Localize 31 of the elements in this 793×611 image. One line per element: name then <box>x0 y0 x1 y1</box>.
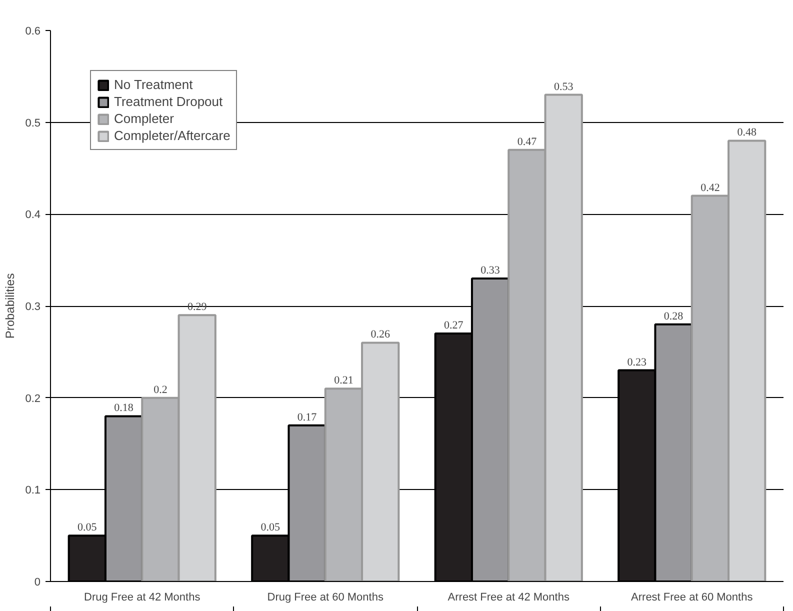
data-label: 0.23 <box>627 356 648 368</box>
data-label: 0.47 <box>517 136 538 148</box>
x-tick-label: Drug Free at 42 Months <box>84 592 201 604</box>
data-label: 0.26 <box>370 328 390 341</box>
data-label: 0.28 <box>664 310 684 322</box>
data-label: 0.17 <box>297 411 318 424</box>
data-label: 0.05 <box>260 522 281 534</box>
data-label: 0.53 <box>554 80 574 93</box>
y-tick-label: 0.3 <box>25 301 41 313</box>
y-tick-label: 0.2 <box>25 392 41 405</box>
y-tick-label: 0.4 <box>25 209 41 222</box>
data-label: 0.33 <box>480 264 500 276</box>
data-label: 0.27 <box>444 320 464 332</box>
y-tick-label: 0.1 <box>25 484 41 497</box>
data-label: 0.42 <box>700 182 720 194</box>
legend-label: Completer <box>114 111 174 126</box>
data-label: 0.18 <box>114 402 134 414</box>
legend-label: No Treatment <box>114 77 193 92</box>
data-label: 0.2 <box>154 384 168 396</box>
x-tick-label: Drug Free at 60 Months <box>267 592 384 604</box>
legend-label: Treatment Dropout <box>114 94 223 109</box>
y-axis-title: Probabilities <box>3 273 18 339</box>
y-tick-label: 0.6 <box>25 26 41 38</box>
y-tick-label: 0 <box>34 576 41 588</box>
y-tick-label: 0.5 <box>25 117 41 130</box>
x-tick-label: Arrest Free at 60 Months <box>631 592 754 604</box>
x-tick-label: Arrest Free at 42 Months <box>448 592 570 604</box>
data-label: 0.05 <box>78 522 98 534</box>
data-label: 0.48 <box>737 126 757 139</box>
data-label: 0.21 <box>334 374 354 387</box>
legend-label: Completer/Aftercare <box>114 128 230 143</box>
